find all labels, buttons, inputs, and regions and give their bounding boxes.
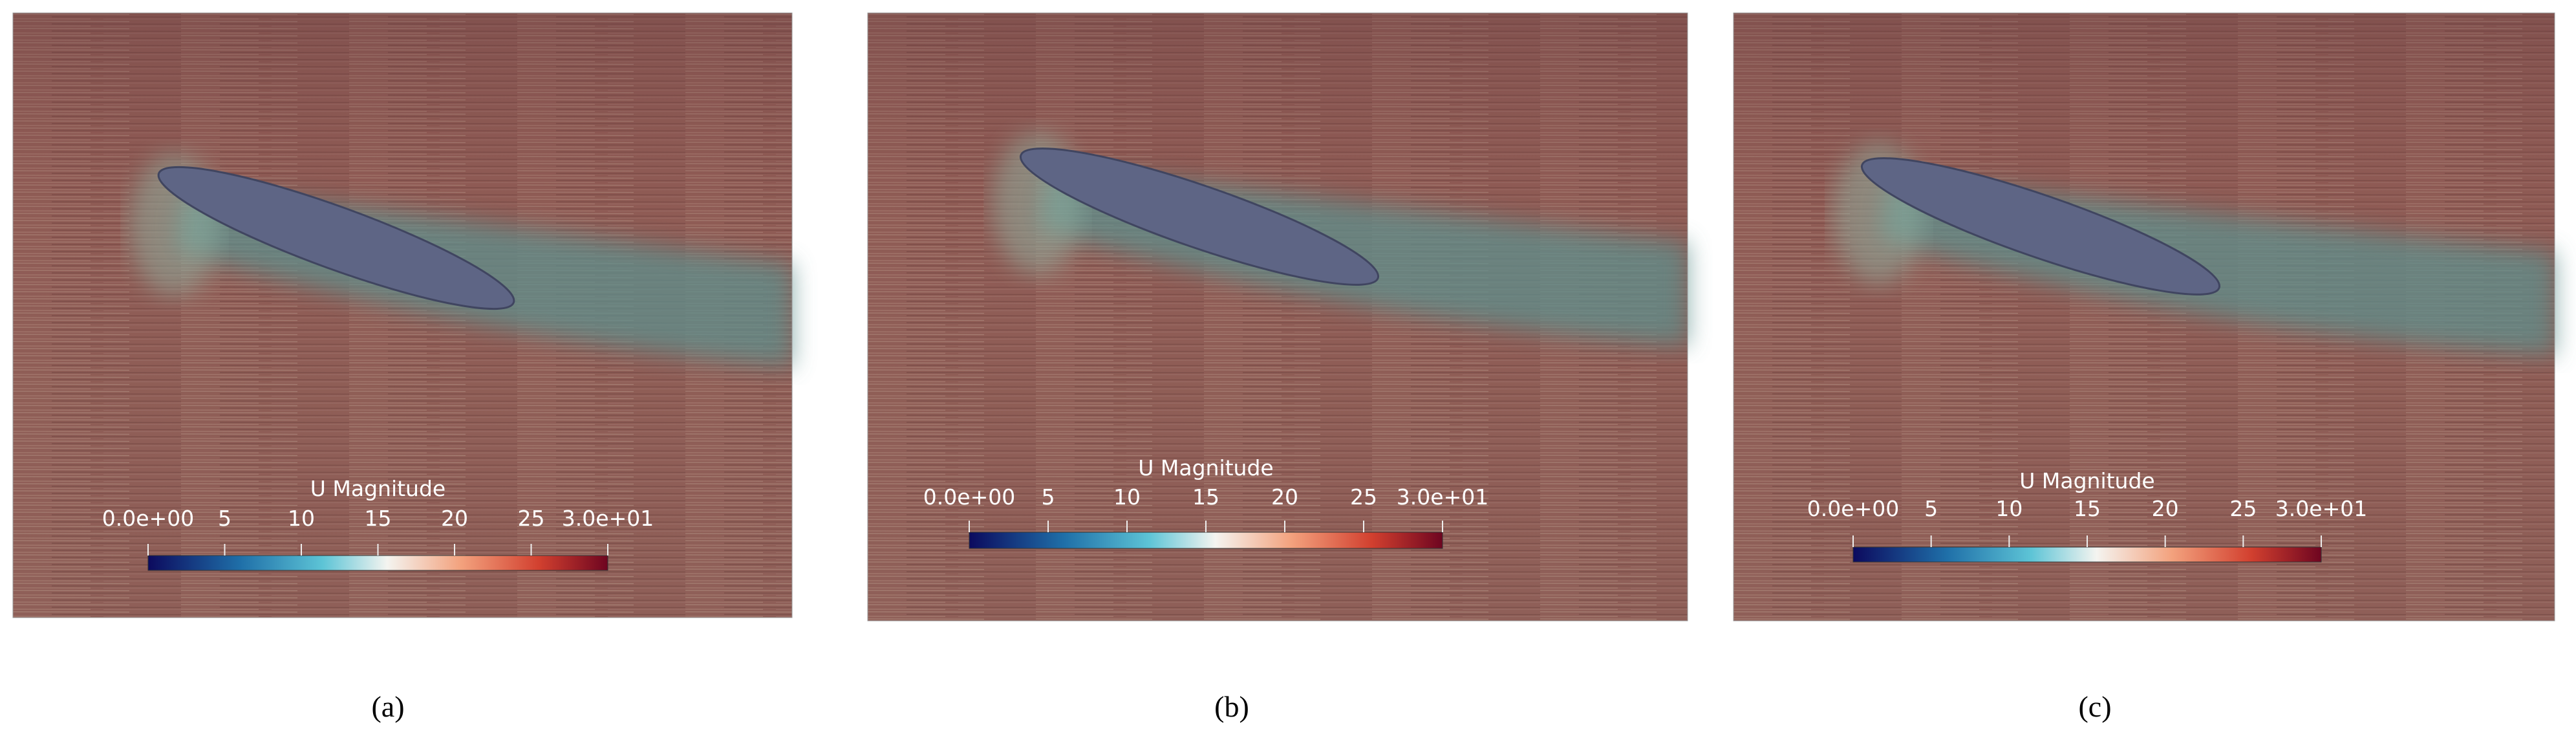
colorbar-gradient: [969, 532, 1443, 549]
colorbar-tick-label: 0.0e+00: [1807, 496, 1899, 521]
colorbar-tick-label: 10: [1113, 484, 1141, 510]
colorbar-tick-label: 3.0e+01: [1397, 484, 1488, 510]
colorbar-tick-label: 15: [1192, 484, 1219, 510]
colorbar-tick-label: 0.0e+00: [923, 484, 1015, 510]
colorbar-tick-label: 25: [2229, 496, 2257, 521]
colorbar: U Magnitude 0.0e+00 5 10 15 20 25 3.0e+01: [923, 455, 1488, 549]
colorbar-tick-label: 25: [518, 506, 545, 531]
colorbar-tick-label: 20: [1271, 484, 1298, 510]
colorbar-gradient: [147, 555, 608, 571]
colorbar-title: U Magnitude: [2019, 468, 2154, 493]
panel-label: (b): [1214, 690, 1249, 723]
colorbar-tick-label: 15: [365, 506, 392, 531]
panel-border: [1733, 12, 2555, 621]
colorbar-tick-label: 10: [1995, 496, 2023, 521]
flow-panel: [12, 12, 793, 618]
colorbar-tick-label: 25: [1350, 484, 1377, 510]
airfoil: [157, 166, 515, 310]
colorbar: U Magnitude 0.0e+00 5 10 15 20 25 3.0e+01: [1807, 468, 2367, 563]
colorbar-title: U Magnitude: [310, 476, 445, 501]
panel-border: [12, 12, 793, 618]
colorbar-tick-label: 5: [1924, 496, 1938, 521]
colorbar-tick-label: 3.0e+01: [2275, 496, 2367, 521]
colorbar-title: U Magnitude: [1138, 455, 1273, 480]
colorbar-tick-label: 20: [441, 506, 468, 531]
colorbar-tick-label: 0.0e+00: [102, 506, 194, 531]
colorbar-gradient: [1852, 546, 2322, 563]
colorbar-tick-label: 3.0e+01: [562, 506, 654, 531]
panel-border: [867, 12, 1688, 621]
colorbar-tick-label: 20: [2152, 496, 2179, 521]
colorbar-tick-label: 5: [1042, 484, 1055, 510]
colorbar-tick-label: 5: [218, 506, 231, 531]
panel-label: (a): [371, 690, 404, 723]
colorbar-tick-label: 10: [288, 506, 315, 531]
airfoil: [1860, 157, 2221, 296]
colorbar: U Magnitude 0.0e+00 5 10 15 20 25 3.0e+01: [102, 476, 654, 571]
flow-panel: [867, 12, 1688, 621]
panel-label: (c): [2078, 690, 2111, 723]
colorbar-tick-label: 15: [2074, 496, 2101, 521]
airfoil: [1019, 147, 1380, 286]
flow-panel: [1733, 12, 2555, 621]
